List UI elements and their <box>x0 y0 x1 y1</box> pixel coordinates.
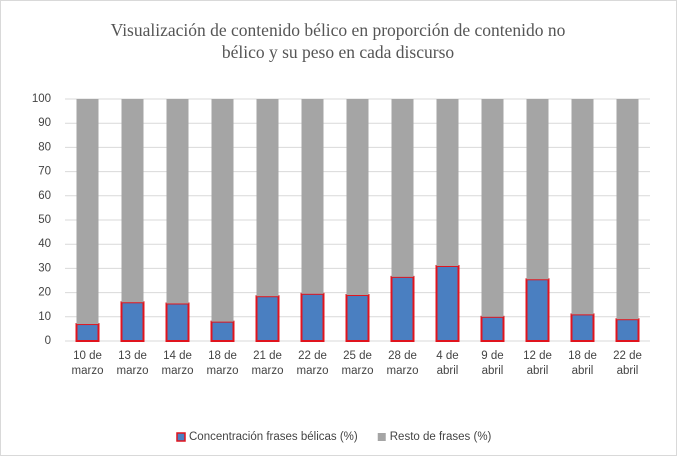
bar-segment <box>391 99 414 277</box>
bar-segment <box>165 302 190 342</box>
legend-swatch <box>377 433 386 441</box>
bar-segment <box>570 313 595 343</box>
x-tick-label: 18 de abril <box>568 350 597 377</box>
x-tick-label: 13 de marzo <box>117 350 149 377</box>
bar-segment <box>301 99 324 294</box>
bar-segment <box>480 315 505 342</box>
bar-segment <box>120 301 145 342</box>
x-tick-label: 25 de marzo <box>342 350 374 377</box>
bar-segment <box>390 275 415 342</box>
bar-segment <box>346 99 369 296</box>
x-tick-label: 18 de marzo <box>207 350 239 377</box>
bar-segment <box>121 99 144 303</box>
y-tick-label: 90 <box>38 117 51 129</box>
bar-segment <box>76 99 99 325</box>
y-tick-label: 10 <box>38 311 51 323</box>
y-tick-label: 70 <box>38 166 51 178</box>
y-tick-label: 50 <box>38 214 51 226</box>
y-tick-label: 20 <box>38 287 51 299</box>
bar-segment <box>345 294 370 342</box>
chart-title: Visualización de contenido bélico en pro… <box>111 20 566 62</box>
x-tick-label: 28 de marzo <box>387 350 419 377</box>
bar-segment <box>210 320 235 343</box>
y-tick-label: 0 <box>45 335 51 347</box>
bar-segment <box>75 323 100 342</box>
bar-segment <box>481 99 504 317</box>
bar-segment <box>525 278 550 343</box>
x-tick-label: 21 de marzo <box>252 350 284 377</box>
bar-segment <box>526 99 549 280</box>
x-tick-label: 4 de abril <box>436 350 458 377</box>
legend-label: Concentración frases bélicas (%) <box>189 431 358 443</box>
legend-swatch <box>176 432 186 442</box>
bar-segment <box>211 99 234 322</box>
bar-segment <box>615 318 640 343</box>
bar-segment <box>256 99 279 297</box>
bar-segment <box>616 99 639 320</box>
x-tick-label: 14 de marzo <box>162 350 194 377</box>
y-tick-label: 60 <box>38 190 51 202</box>
y-tick-label: 100 <box>32 93 51 105</box>
bar-segment <box>571 99 594 315</box>
bar-segment <box>436 99 459 266</box>
x-tick-label: 10 de marzo <box>72 350 104 377</box>
x-tick-label: 9 de abril <box>481 350 503 377</box>
bar-segment <box>435 264 460 343</box>
y-tick-label: 80 <box>38 141 51 153</box>
y-tick-label: 30 <box>38 262 51 274</box>
bar-segment <box>255 295 280 343</box>
bar-segment <box>300 292 325 342</box>
y-tick-label: 40 <box>38 238 51 250</box>
legend-label: Resto de frases (%) <box>390 431 492 443</box>
bar-segment <box>166 99 189 304</box>
x-tick-label: 12 de abril <box>523 350 552 377</box>
x-tick-label: 22 de abril <box>613 350 642 377</box>
x-tick-label: 22 de marzo <box>297 350 329 377</box>
